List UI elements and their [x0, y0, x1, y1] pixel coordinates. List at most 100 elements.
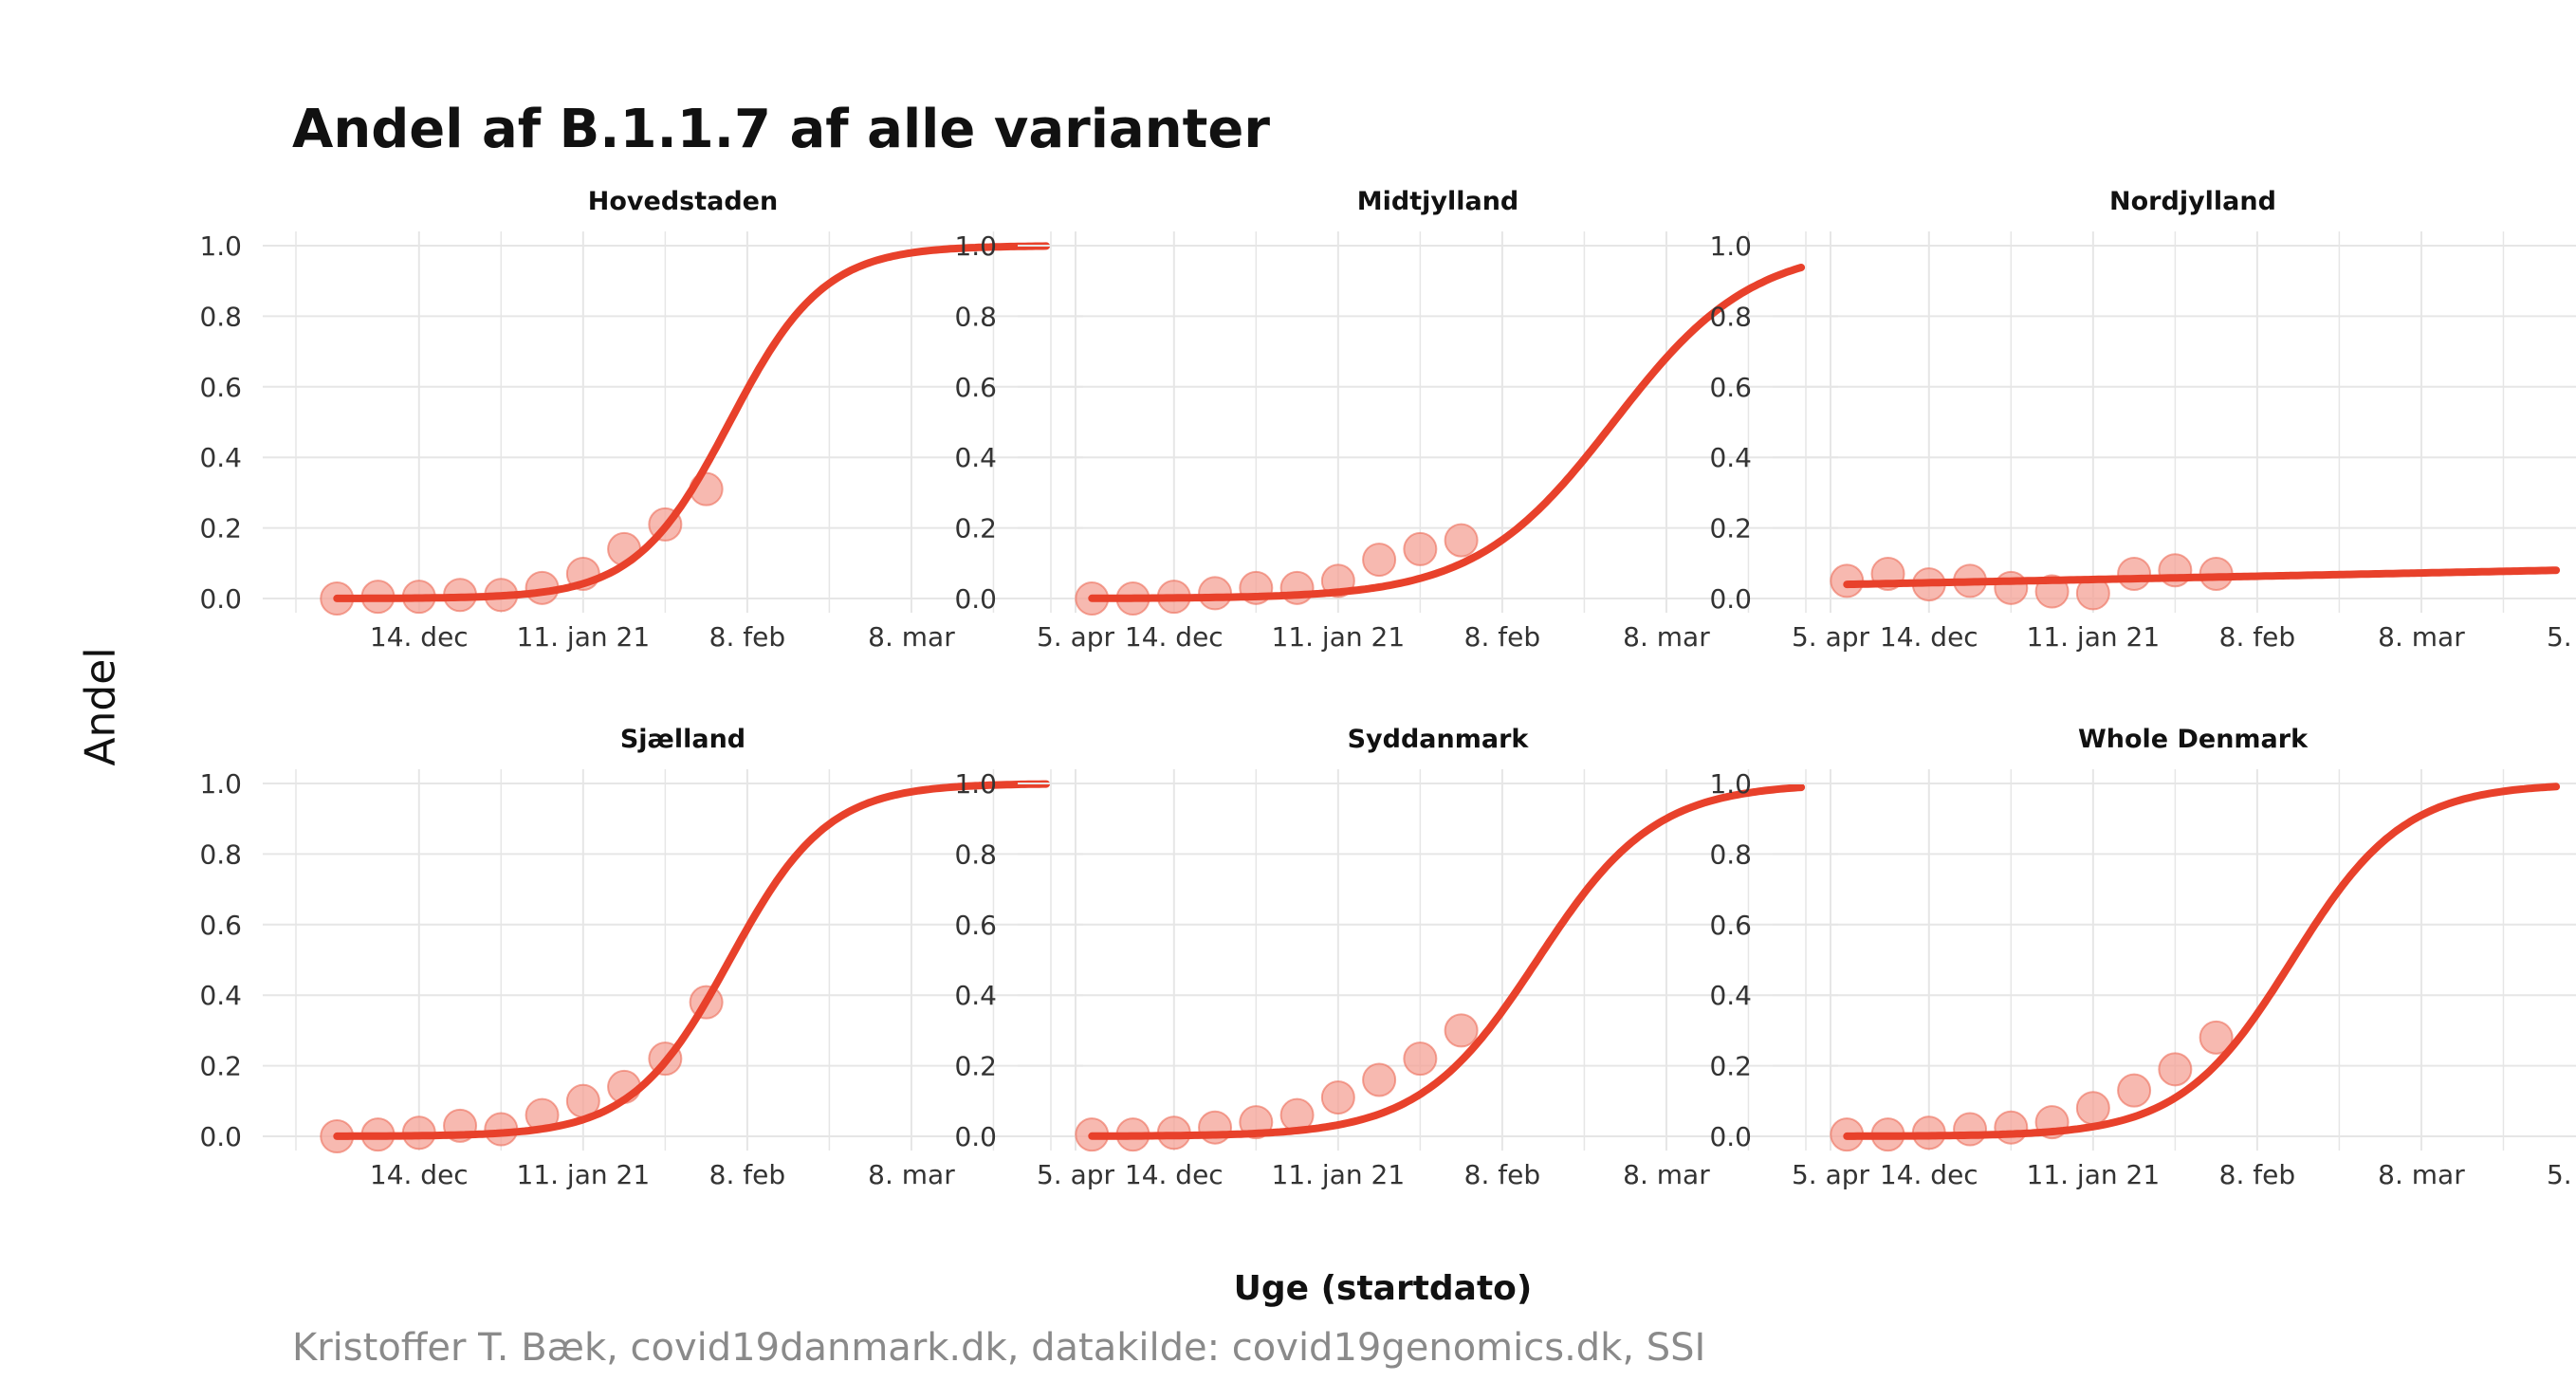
- data-point: [1444, 1013, 1479, 1048]
- x-tick-label: 14. dec: [1880, 1159, 1978, 1190]
- y-tick-label: 0.6: [954, 372, 997, 403]
- caption: Kristoffer T. Bæk, covid19danmark.dk, da…: [292, 1326, 1706, 1370]
- facet-panel: Nordjylland 0.0 0.2 0.4 0.6 0.8 1.0 14. dec 11. …: [1709, 187, 2576, 653]
- y-tick-label: 1.0: [954, 230, 997, 262]
- facet-panel: Whole Denmark 0.0 0.2 0.4 0.6 0.8 1.0 14. dec 11…: [1709, 725, 2576, 1190]
- facet-title: Nordjylland: [2109, 187, 2276, 216]
- y-tick-label: 0.2: [954, 1051, 997, 1082]
- data-point: [1362, 1062, 1397, 1097]
- y-tick-label: 1.0: [1709, 768, 1752, 800]
- y-tick-label: 0.2: [1709, 513, 1752, 544]
- data-point: [1994, 570, 2029, 605]
- x-axis-label: Uge (startdato): [1233, 1269, 1533, 1308]
- facet-panel: Midtjylland 0.0 0.2 0.4 0.6 0.8 1.0 14. dec 11. …: [954, 187, 1869, 653]
- y-tick-label: 1.0: [199, 768, 242, 800]
- fit-line: [333, 780, 1051, 1140]
- data-point: [2158, 1052, 2193, 1087]
- x-tick-label: 11. jan 21: [2027, 621, 2161, 653]
- y-tick-label: 0.4: [1709, 980, 1752, 1011]
- x-tick-label: 5. apr: [1792, 1159, 1870, 1190]
- y-tick-label: 0.2: [954, 513, 997, 544]
- x-tick-label: 8. mar: [1623, 621, 1710, 653]
- y-tick-label: 1.0: [954, 768, 997, 800]
- x-tick-label: 8. mar: [2378, 1159, 2465, 1190]
- data-point: [1362, 543, 1397, 578]
- x-tick-label: 8. feb: [709, 621, 785, 653]
- y-tick-label: 0.8: [199, 838, 242, 870]
- y-tick-label: 0.6: [954, 910, 997, 941]
- data-point: [1953, 1112, 1988, 1147]
- x-tick-label: 14. dec: [1125, 621, 1224, 653]
- facet-title: Whole Denmark: [2078, 725, 2309, 754]
- x-tick-label: 8. feb: [709, 1159, 785, 1190]
- data-point: [2075, 1091, 2110, 1126]
- x-tick-label: 11. jan 21: [517, 621, 651, 653]
- x-tick-label: 14. dec: [1880, 621, 1978, 653]
- data-point: [1994, 1110, 2029, 1145]
- x-tick-label: 14. dec: [370, 621, 469, 653]
- x-tick-label: 11. jan 21: [517, 1159, 651, 1190]
- x-tick-label: 8. mar: [1623, 1159, 1710, 1190]
- x-tick-label: 8. feb: [2219, 1159, 2295, 1190]
- facet-title: Sjælland: [620, 725, 745, 754]
- fit-line: [333, 242, 1051, 602]
- y-tick-label: 0.8: [954, 301, 997, 332]
- data-point: [1403, 1041, 1438, 1077]
- y-tick-label: 1.0: [1709, 230, 1752, 262]
- y-tick-label: 0.4: [199, 980, 242, 1011]
- y-tick-label: 0.0: [954, 583, 997, 615]
- facet-panel: Sjælland 0.0 0.2 0.4 0.6 0.8 1.0 14. dec 11. jan…: [199, 725, 1114, 1190]
- y-tick-label: 0.6: [199, 372, 242, 403]
- data-point: [2117, 556, 2152, 591]
- y-tick-label: 1.0: [199, 230, 242, 262]
- facet-panel: Hovedstaden 0.0 0.2 0.4 0.6 0.8 1.0 14. dec 11. …: [199, 187, 1114, 653]
- facet-panel: Syddanmark 0.0 0.2 0.4 0.6 0.8 1.0 14. dec 11. j…: [954, 725, 1869, 1190]
- x-tick-label: 5. apr: [1037, 1159, 1115, 1190]
- y-tick-label: 0.4: [199, 442, 242, 473]
- y-tick-label: 0.4: [1709, 442, 1752, 473]
- y-tick-label: 0.2: [199, 1051, 242, 1082]
- x-tick-label: 8. mar: [2378, 621, 2465, 653]
- fit-line: [1088, 264, 1806, 602]
- y-tick-label: 0.8: [199, 301, 242, 332]
- data-point: [1444, 523, 1479, 558]
- y-tick-label: 0.2: [199, 513, 242, 544]
- chart-title: Andel af B.1.1.7 af alle varianter: [292, 99, 1270, 160]
- y-tick-label: 0.2: [1709, 1051, 1752, 1082]
- x-tick-label: 11. jan 21: [1272, 621, 1406, 653]
- x-tick-label: 8. feb: [2219, 621, 2295, 653]
- fit-line: [1843, 566, 2561, 589]
- y-tick-label: 0.0: [1709, 1121, 1752, 1152]
- x-tick-label: 5. apr: [1037, 621, 1115, 653]
- y-tick-label: 0.6: [1709, 910, 1752, 941]
- y-tick-label: 0.0: [199, 583, 242, 615]
- x-tick-label: 11. jan 21: [1272, 1159, 1406, 1190]
- y-tick-label: 0.6: [1709, 372, 1752, 403]
- x-tick-label: 14. dec: [370, 1159, 469, 1190]
- y-tick-label: 0.0: [199, 1121, 242, 1152]
- facet-title: Syddanmark: [1348, 725, 1530, 754]
- y-tick-label: 0.4: [954, 442, 997, 473]
- data-point: [2117, 1073, 2152, 1108]
- x-tick-label: 14. dec: [1125, 1159, 1224, 1190]
- data-point: [1198, 576, 1233, 611]
- facet-title: Hovedstaden: [588, 187, 778, 216]
- x-tick-label: 8. feb: [1464, 1159, 1540, 1190]
- data-point: [2199, 1020, 2234, 1055]
- y-tick-label: 0.8: [1709, 838, 1752, 870]
- y-tick-label: 0.4: [954, 980, 997, 1011]
- y-tick-label: 0.0: [954, 1121, 997, 1152]
- fit-line: [1843, 783, 2561, 1140]
- x-tick-label: 5. apr: [1792, 621, 1870, 653]
- x-tick-label: 8. mar: [868, 1159, 955, 1190]
- fit-line: [1088, 783, 1806, 1140]
- x-tick-label: 5. apr: [2547, 621, 2576, 653]
- x-tick-label: 8. mar: [868, 621, 955, 653]
- data-point: [1320, 1080, 1355, 1115]
- y-tick-label: 0.6: [199, 910, 242, 941]
- y-tick-label: 0.8: [954, 838, 997, 870]
- facet-title: Midtjylland: [1357, 187, 1519, 216]
- x-tick-label: 11. jan 21: [2027, 1159, 2161, 1190]
